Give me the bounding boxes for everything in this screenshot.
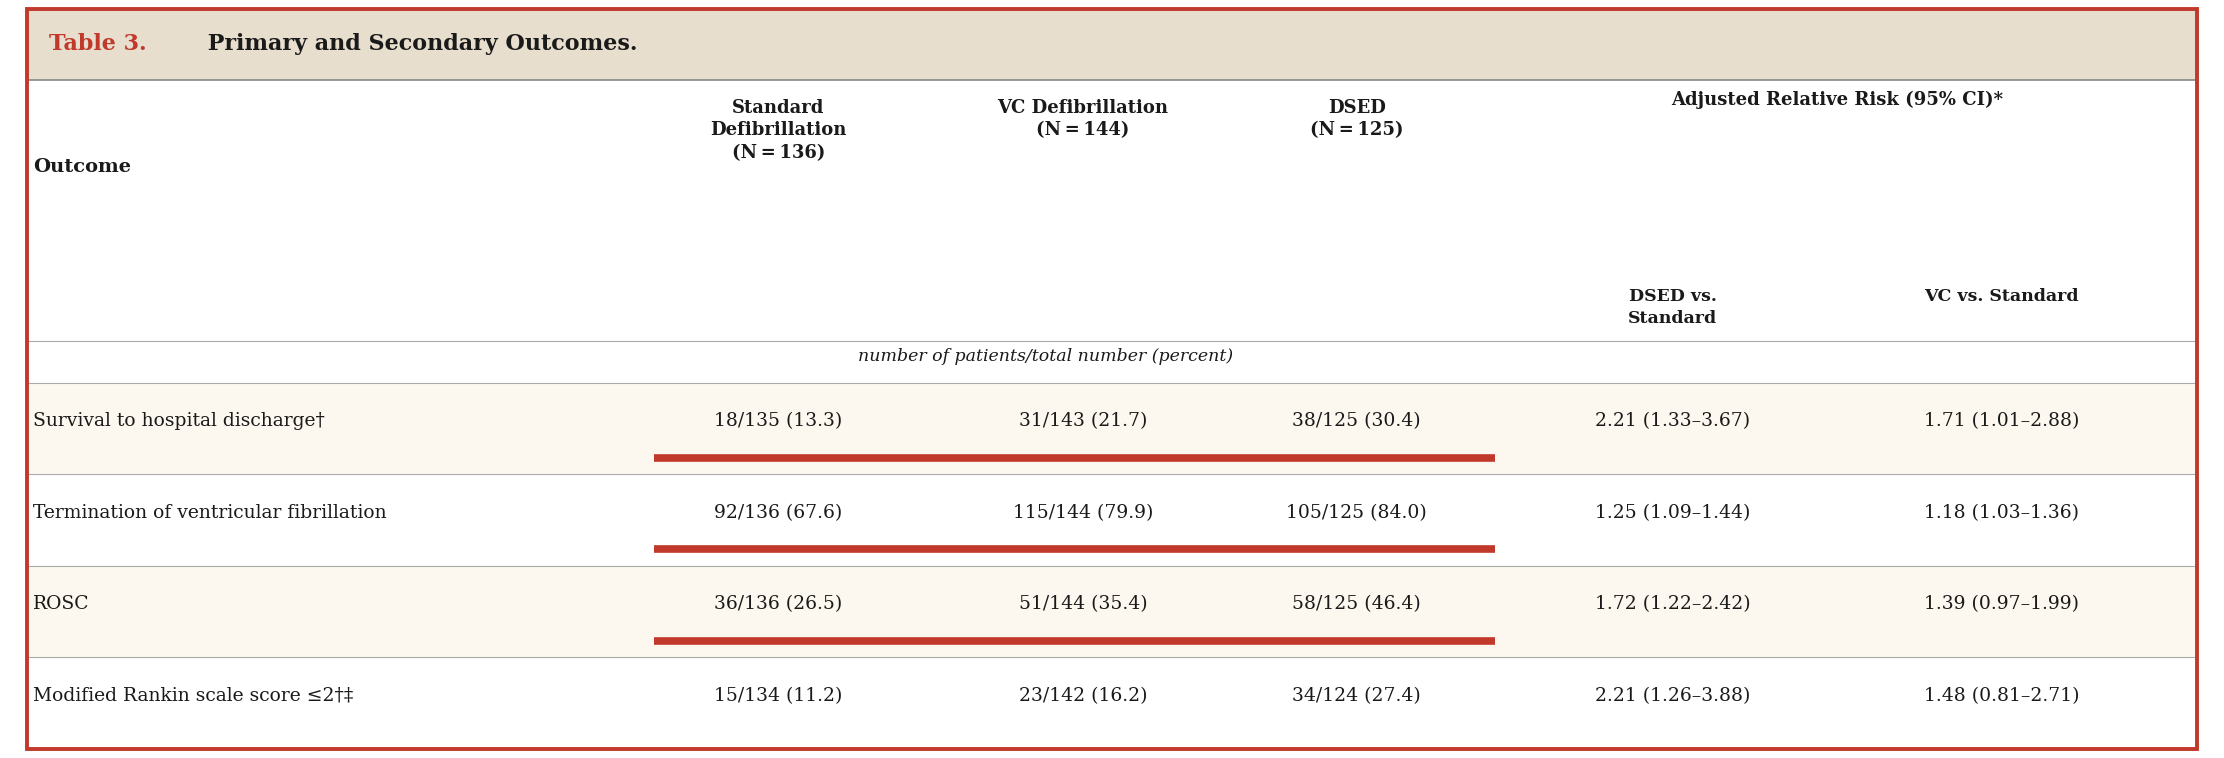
Text: 34/124 (27.4): 34/124 (27.4): [1292, 687, 1421, 705]
Text: Modified Rankin scale score ≤2†‡: Modified Rankin scale score ≤2†‡: [33, 687, 354, 705]
Text: 2.21 (1.33–3.67): 2.21 (1.33–3.67): [1595, 412, 1750, 431]
Text: 105/125 (84.0): 105/125 (84.0): [1285, 504, 1428, 522]
Text: Outcome: Outcome: [33, 158, 131, 176]
Text: Standard
Defibrillation
(N = 136): Standard Defibrillation (N = 136): [709, 99, 847, 162]
Text: Survival to hospital discharge†: Survival to hospital discharge†: [33, 412, 325, 431]
Text: 1.71 (1.01–2.88): 1.71 (1.01–2.88): [1924, 412, 2079, 431]
Text: 2.21 (1.26–3.88): 2.21 (1.26–3.88): [1595, 687, 1750, 705]
Text: 15/134 (11.2): 15/134 (11.2): [714, 687, 843, 705]
Text: 31/143 (21.7): 31/143 (21.7): [1019, 412, 1148, 431]
FancyBboxPatch shape: [27, 9, 2197, 80]
FancyBboxPatch shape: [27, 383, 2197, 475]
Text: number of patients/total number (percent): number of patients/total number (percent…: [858, 348, 1232, 365]
Text: 18/135 (13.3): 18/135 (13.3): [714, 412, 843, 431]
Text: 1.18 (1.03–1.36): 1.18 (1.03–1.36): [1924, 504, 2079, 522]
Text: VC vs. Standard: VC vs. Standard: [1924, 288, 2079, 305]
Text: Adjusted Relative Risk (95% CI)*: Adjusted Relative Risk (95% CI)*: [1670, 91, 2004, 109]
Text: ROSC: ROSC: [33, 595, 89, 613]
Text: 1.25 (1.09–1.44): 1.25 (1.09–1.44): [1595, 504, 1750, 522]
Text: DSED
(N = 125): DSED (N = 125): [1310, 99, 1403, 139]
FancyBboxPatch shape: [27, 657, 2197, 749]
Text: 1.39 (0.97–1.99): 1.39 (0.97–1.99): [1924, 595, 2079, 613]
Text: 1.48 (0.81–2.71): 1.48 (0.81–2.71): [1924, 687, 2079, 705]
Text: 38/125 (30.4): 38/125 (30.4): [1292, 412, 1421, 431]
Text: 51/144 (35.4): 51/144 (35.4): [1019, 595, 1148, 613]
Text: Termination of ventricular fibrillation: Termination of ventricular fibrillation: [33, 504, 387, 522]
Text: 1.72 (1.22–2.42): 1.72 (1.22–2.42): [1595, 595, 1750, 613]
Text: Primary and Secondary Outcomes.: Primary and Secondary Outcomes.: [200, 33, 638, 55]
Text: 23/142 (16.2): 23/142 (16.2): [1019, 687, 1148, 705]
FancyBboxPatch shape: [27, 475, 2197, 565]
FancyBboxPatch shape: [27, 80, 2197, 383]
Text: 58/125 (46.4): 58/125 (46.4): [1292, 595, 1421, 613]
Text: Table 3.: Table 3.: [49, 33, 147, 55]
Text: 92/136 (67.6): 92/136 (67.6): [714, 504, 843, 522]
Text: 115/144 (79.9): 115/144 (79.9): [1012, 504, 1154, 522]
Text: DSED vs.
Standard: DSED vs. Standard: [1628, 288, 1717, 327]
Text: VC Defibrillation
(N = 144): VC Defibrillation (N = 144): [999, 99, 1168, 139]
FancyBboxPatch shape: [27, 565, 2197, 657]
Text: 36/136 (26.5): 36/136 (26.5): [714, 595, 843, 613]
